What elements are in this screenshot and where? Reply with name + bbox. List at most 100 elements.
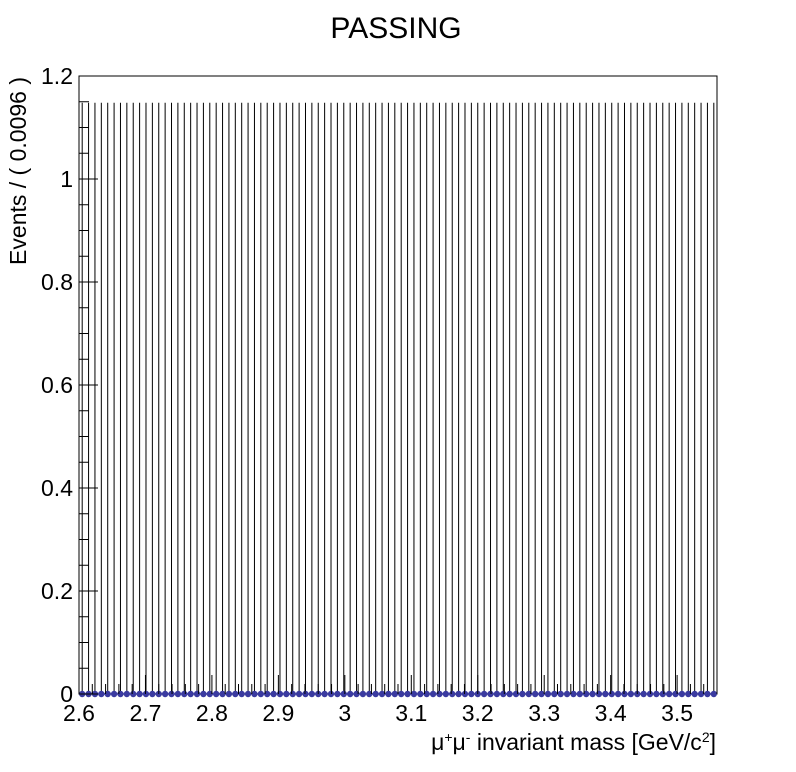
data-point [391,690,399,698]
data-point [123,690,131,698]
data-point [187,690,194,698]
data-point [270,690,277,698]
data-point [665,690,673,698]
data-point [276,690,284,698]
data-point [417,690,424,698]
data-point [200,690,207,698]
data-point [353,690,360,698]
data-point [378,690,386,698]
error-bars [79,102,717,695]
y-axis-label: Events / ( 0.0096 ) [5,77,31,265]
data-point [404,690,411,698]
data-point [538,690,545,698]
data-point [149,690,156,698]
data-point [614,690,622,698]
data-point [193,690,201,698]
data-point [436,690,443,698]
data-point [627,690,635,698]
data-point [385,690,392,698]
data-point [557,690,564,698]
data-point [289,690,296,698]
data-point [621,690,628,698]
data-point [340,690,347,698]
data-points [78,690,718,698]
data-point [104,690,111,698]
data-point [563,690,571,698]
data-point [423,690,430,698]
data-point [232,690,239,698]
data-point [238,690,245,698]
data-point [110,690,118,698]
y-tick-label: 0 [60,681,73,707]
data-point [461,690,469,698]
x-tick-label: 2.9 [262,700,294,726]
data-point [372,690,379,698]
data-point [640,690,647,698]
data-point [117,690,124,698]
y-tick-label: 1 [60,166,73,192]
x-tick-label: 3 [338,700,351,726]
data-point [225,690,233,698]
data-point [257,690,265,698]
data-point [302,690,309,698]
data-point [334,690,341,698]
data-point [397,690,405,698]
data-point [181,690,188,698]
data-point [576,690,584,698]
data-point [251,690,258,698]
y-tick-label: 0.2 [41,578,73,604]
data-point [500,690,507,698]
data-point [212,690,220,698]
data-point [519,690,526,698]
data-point [359,690,367,698]
data-point [531,690,539,698]
data-point [295,690,303,698]
data-point [487,690,494,698]
plot-frame [78,75,718,695]
y-tick-label: 0.6 [41,372,73,398]
data-point [206,690,213,698]
data-point [442,690,450,698]
data-point [455,690,462,698]
data-point [697,690,705,698]
data-point [608,690,615,698]
chart-title: PASSING [330,12,461,45]
data-point [551,690,558,698]
x-tick-label: 3.2 [462,700,494,726]
x-tick-label: 3.3 [528,700,560,726]
data-point [704,690,711,698]
data-point [480,690,488,698]
x-tick-label: 3.1 [395,700,427,726]
data-point [449,690,456,698]
data-point [366,690,373,698]
data-point [583,690,590,698]
x-tick-label: 2.8 [196,700,228,726]
data-point [174,690,182,698]
data-point [685,690,692,698]
data-point [512,690,520,698]
data-point [710,690,718,698]
data-point [264,690,271,698]
data-point [168,690,175,698]
data-point [429,690,437,698]
data-point [98,690,105,698]
data-point [161,690,169,698]
data-point [219,690,226,698]
data-point [136,690,143,698]
data-point [468,690,475,698]
y-tick-label: 0.8 [41,269,73,295]
x-tick-label: 3.5 [661,700,693,726]
data-point [321,690,328,698]
x-axis: 2.6 2.7 2.8 2.9 3 3.1 3.2 3.3 3.4 3.5 [63,675,718,726]
data-point [691,690,698,698]
data-point [244,690,252,698]
data-point [410,690,418,698]
data-point [142,690,150,698]
data-point [506,690,513,698]
data-point [130,690,137,698]
data-point [646,690,654,698]
data-point [602,690,609,698]
data-point [283,690,290,698]
data-point [589,690,596,698]
